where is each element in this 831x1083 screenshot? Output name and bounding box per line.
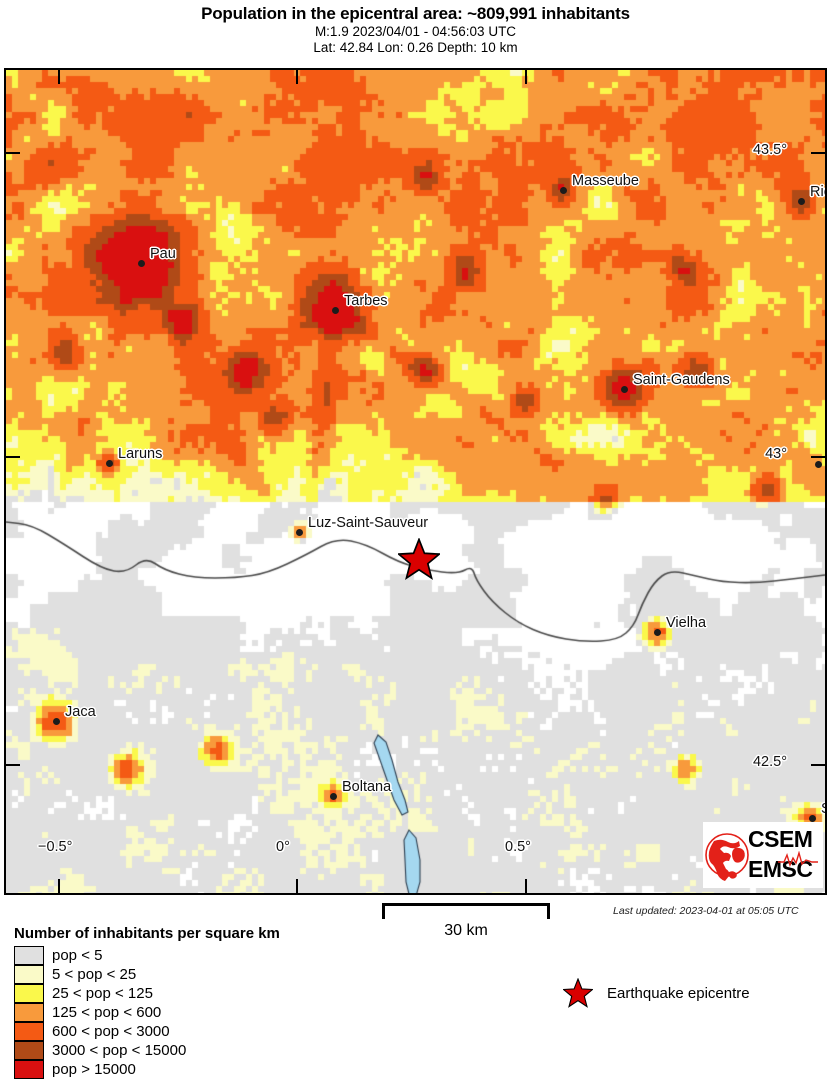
epicentre-legend: Earthquake epicentre (563, 978, 750, 1008)
longitude-label: −0.5° (38, 839, 73, 855)
longitude-tick (296, 879, 298, 893)
scale-bar (382, 903, 550, 919)
scale-bar-tick-left (382, 903, 385, 919)
legend-swatch (14, 1003, 44, 1022)
latitude-tick (811, 764, 825, 766)
city-marker (808, 814, 816, 822)
city-marker (620, 385, 628, 393)
header: Population in the epicentral area: ~809,… (0, 0, 831, 58)
legend-title: Number of inhabitants per square km (14, 925, 280, 942)
page-title: Population in the epicentral area: ~809,… (201, 4, 630, 23)
city-marker (814, 460, 822, 468)
legend-swatch (14, 984, 44, 1003)
magnitude-line: M:1.9 2023/04/01 - 04:56:03 UTC (314, 24, 517, 39)
city-marker (797, 197, 805, 205)
population-map[interactable]: 43.5°43°42.5°−0.5°0°0.5°MasseubeRiePauTa… (4, 68, 827, 895)
city-marker (137, 259, 145, 267)
legend-swatch (14, 965, 44, 984)
latitude-label: 43° (765, 446, 787, 462)
legend-label: 125 < pop < 600 (52, 1004, 162, 1021)
city-marker (52, 717, 60, 725)
longitude-tick (58, 70, 60, 84)
longitude-tick (296, 70, 298, 84)
legend-label: pop < 5 (52, 947, 103, 964)
legend-row: 5 < pop < 25 (14, 965, 186, 984)
epicentre-star-marker[interactable] (396, 537, 442, 580)
legend-row: 125 < pop < 600 (14, 1003, 186, 1022)
epicentre-legend-label: Earthquake epicentre (607, 984, 750, 1002)
scale-bar-line (382, 903, 550, 906)
legend-row: pop > 15000 (14, 1060, 186, 1079)
legend-swatch (14, 1022, 44, 1041)
legend-swatch (14, 946, 44, 965)
longitude-tick (525, 70, 527, 84)
city-marker (559, 186, 567, 194)
legend-swatch (14, 1060, 44, 1079)
longitude-tick (58, 879, 60, 893)
longitude-tick (525, 879, 527, 893)
longitude-label: 0° (276, 839, 290, 855)
logo-text: CSEM EMSC (748, 824, 813, 884)
legend-label: 600 < pop < 3000 (52, 1023, 170, 1040)
city-marker (295, 528, 303, 536)
legend-label: 5 < pop < 25 (52, 966, 137, 983)
city-marker (329, 792, 337, 800)
seismogram-icon (778, 851, 818, 867)
scale-bar-label: 30 km (444, 922, 488, 939)
legend-label: pop > 15000 (52, 1061, 136, 1078)
location-line: Lat: 42.84 Lon: 0.26 Depth: 10 km (313, 40, 518, 55)
latitude-label: 42.5° (752, 754, 787, 770)
latitude-tick (6, 152, 20, 154)
logo-line-emsc: EMSC (748, 856, 813, 882)
legend-list: pop < 5 5 < pop < 25 25 < pop < 125 125 < p… (14, 946, 186, 1079)
city-marker (331, 306, 339, 314)
latitude-tick (811, 152, 825, 154)
city-marker (653, 628, 661, 636)
epicentre-star-icon (563, 978, 593, 1008)
population-heatmap-canvas (6, 70, 825, 893)
legend-label: 25 < pop < 125 (52, 985, 153, 1002)
last-updated-text: Last updated: 2023-04-01 at 05:05 UTC (613, 905, 799, 917)
legend-row: 3000 < pop < 15000 (14, 1041, 186, 1060)
legend-row: pop < 5 (14, 946, 186, 965)
scale-bar-tick-right (547, 903, 550, 919)
latitude-tick (811, 456, 825, 458)
latitude-tick (6, 456, 20, 458)
city-marker (105, 459, 113, 467)
latitude-tick (6, 764, 20, 766)
csem-emsc-logo: CSEM EMSC (703, 822, 823, 888)
latitude-label: 43.5° (752, 142, 787, 158)
legend-label: 3000 < pop < 15000 (52, 1042, 187, 1059)
legend-row: 600 < pop < 3000 (14, 1022, 186, 1041)
longitude-label: 0.5° (505, 839, 531, 855)
legend-swatch (14, 1041, 44, 1060)
logo-line-csem: CSEM (748, 826, 813, 852)
globe-icon (705, 833, 749, 881)
legend-row: 25 < pop < 125 (14, 984, 186, 1003)
